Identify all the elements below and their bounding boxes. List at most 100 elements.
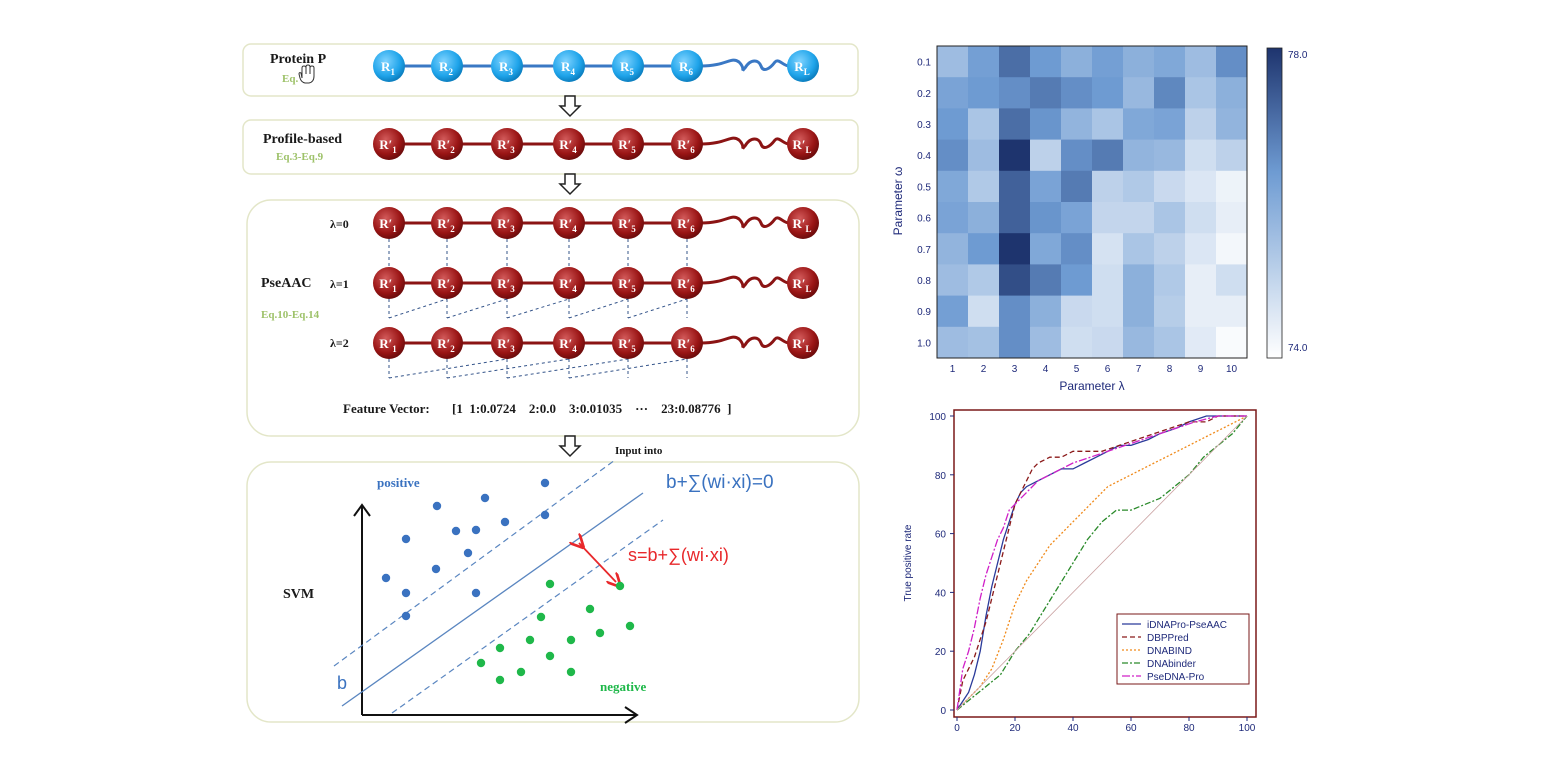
negative-point: [545, 651, 555, 661]
residue-node: [373, 327, 405, 359]
heatmap-y-tick: 0.6: [917, 214, 931, 225]
heatmap-cell: [968, 46, 1000, 78]
heatmap-cell: [1061, 202, 1093, 234]
heatmap-cell: [968, 233, 1000, 265]
roc-y-tick: 0: [940, 706, 946, 717]
heatmap-cell: [1092, 108, 1124, 141]
chain-coil: [700, 136, 790, 151]
chain-coil: [700, 335, 790, 350]
residue-node: [431, 207, 463, 239]
heatmap-cell: [999, 170, 1031, 203]
heatmap-y-tick: 0.3: [917, 120, 931, 131]
residue-label: R′6: [677, 137, 695, 155]
protein-eq: Eq.: [282, 73, 298, 85]
heatmap-cell: [999, 46, 1031, 78]
roc-x-tick: 20: [1009, 723, 1021, 734]
roc-y-tick: 40: [935, 588, 947, 599]
lambda-2-label: λ=2: [330, 336, 349, 350]
heatmap-cell: [1185, 77, 1217, 109]
residue-label: R′5: [618, 276, 636, 294]
positive-point: [431, 564, 441, 574]
heatmap-cell: [1092, 170, 1124, 203]
heatmap-cell: [937, 295, 969, 328]
roc-series-dnabind: [956, 415, 1248, 711]
heatmap-cell: [1216, 77, 1248, 109]
roc-x-tick: 80: [1183, 723, 1195, 734]
heatmap-cell: [1185, 46, 1217, 78]
heatmap-cell: [999, 108, 1031, 141]
residue-label: R′L: [792, 216, 811, 234]
residue-node: [553, 267, 585, 299]
heatmap-cell: [937, 77, 969, 109]
residue-label: R4: [561, 59, 575, 77]
lambda-1-label: λ=1: [330, 277, 349, 291]
residue-label: R′5: [618, 336, 636, 354]
residue-node: [612, 50, 644, 82]
heatmap-cell: [999, 139, 1031, 172]
positive-point: [381, 573, 391, 583]
heatmap-frame: [936, 45, 1248, 359]
residue-label: R′1: [379, 336, 397, 354]
residue-label: RL: [794, 59, 809, 77]
heatmap-cell: [1123, 233, 1155, 265]
heatmap-cell: [968, 202, 1000, 234]
residue-node: [373, 50, 405, 82]
heatmap-cell: [1030, 170, 1062, 203]
heatmap-cell: [1092, 77, 1124, 109]
heatmap-cell: [1185, 202, 1217, 234]
colorbar: [1266, 47, 1283, 359]
heatmap-cell: [1154, 326, 1186, 359]
residue-label: R′2: [437, 336, 455, 354]
heatmap-cell: [1092, 46, 1124, 78]
heatmap-y-tick: 0.5: [917, 182, 931, 193]
residue-label: R′6: [677, 276, 695, 294]
residue-label: R′1: [379, 276, 397, 294]
roc-y-tick: 60: [935, 530, 947, 541]
heatmap-cell: [1061, 170, 1093, 203]
heatmap-y-tick: 0.1: [917, 58, 931, 69]
heatmap-x-tick: 7: [1136, 364, 1142, 375]
roc-ylabel: True positive rate: [903, 524, 914, 601]
heatmap-cell: [1030, 326, 1062, 359]
heatmap-cell: [1154, 139, 1186, 172]
down-arrow-icon: [558, 95, 582, 118]
residue-label: R′L: [792, 137, 811, 155]
heatmap-cell: [1030, 46, 1062, 78]
legend-entry: DBPPred: [1147, 633, 1189, 644]
pipeline: Protein P Eq. R1 R2 R3 R4 R5 R6 RL Profile-bas…: [242, 43, 860, 724]
heatmap-x-tick: 10: [1226, 364, 1238, 375]
heatmap-cell: [999, 295, 1031, 328]
heatmap-cell: [1123, 202, 1155, 234]
chain-coil: [700, 275, 790, 290]
residue-label: R′L: [792, 276, 811, 294]
heatmap-cell: [1061, 326, 1093, 359]
heatmap-cell: [1123, 295, 1155, 328]
heatmap-cell: [1092, 139, 1124, 172]
positive-point: [540, 510, 550, 520]
margin-line-upper: [333, 459, 616, 667]
negative-point: [525, 635, 535, 645]
input-into-label: Input into: [615, 445, 663, 457]
heatmap-cell: [1092, 233, 1124, 265]
residue-node: [373, 267, 405, 299]
hyperplane-line: [341, 492, 644, 707]
heatmap-cell: [1123, 46, 1155, 78]
residue-node: [491, 207, 523, 239]
score-equation: s=b+∑(wi·xi): [628, 545, 729, 565]
heatmap-cell: [1216, 295, 1248, 328]
residue-label: R′2: [437, 216, 455, 234]
residue-label: R′4: [559, 276, 577, 294]
heatmap-cell: [1123, 264, 1155, 297]
positive-point: [401, 534, 411, 544]
negative-point: [545, 579, 555, 589]
heatmap-x-tick: 3: [1012, 364, 1018, 375]
residue-label: R′6: [677, 336, 695, 354]
residue-label: R′2: [437, 137, 455, 155]
residue-node: [431, 50, 463, 82]
heatmap-cell: [1061, 233, 1093, 265]
roc-legend: [1116, 613, 1250, 685]
heatmap-cell: [1061, 77, 1093, 109]
residue-node: [787, 50, 819, 82]
heatmap-cell: [1185, 264, 1217, 297]
heatmap-cell: [1185, 326, 1217, 359]
